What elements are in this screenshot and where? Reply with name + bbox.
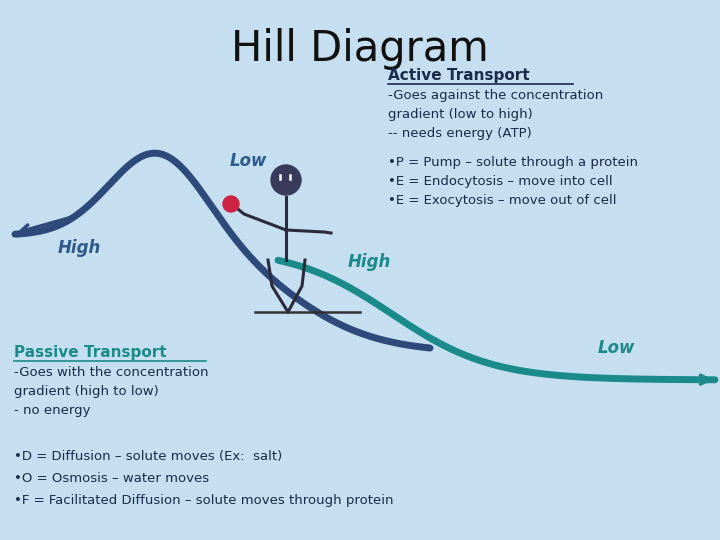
Text: •F = Facilitated Diffusion – solute moves through protein: •F = Facilitated Diffusion – solute move… xyxy=(14,494,394,507)
Text: •D = Diffusion – solute moves (Ex:  salt): •D = Diffusion – solute moves (Ex: salt) xyxy=(14,450,282,463)
Text: •E = Endocytosis – move into cell: •E = Endocytosis – move into cell xyxy=(388,175,613,188)
Text: gradient (high to low): gradient (high to low) xyxy=(14,385,158,398)
Text: Passive Transport: Passive Transport xyxy=(14,345,166,360)
Circle shape xyxy=(271,165,301,195)
Text: Active Transport: Active Transport xyxy=(388,68,530,83)
Text: High: High xyxy=(58,239,102,257)
Text: gradient (low to high): gradient (low to high) xyxy=(388,108,533,121)
Text: •E = Exocytosis – move out of cell: •E = Exocytosis – move out of cell xyxy=(388,194,616,207)
Text: •P = Pump – solute through a protein: •P = Pump – solute through a protein xyxy=(388,156,638,169)
Text: High: High xyxy=(348,253,392,271)
Text: -Goes against the concentration: -Goes against the concentration xyxy=(388,89,603,102)
Text: Low: Low xyxy=(229,152,266,170)
Circle shape xyxy=(223,196,239,212)
Text: - no energy: - no energy xyxy=(14,404,91,417)
Text: Hill Diagram: Hill Diagram xyxy=(231,28,489,70)
Text: -- needs energy (ATP): -- needs energy (ATP) xyxy=(388,127,532,140)
Text: Low: Low xyxy=(598,339,635,357)
Text: -Goes with the concentration: -Goes with the concentration xyxy=(14,366,209,379)
Text: •O = Osmosis – water moves: •O = Osmosis – water moves xyxy=(14,472,209,485)
